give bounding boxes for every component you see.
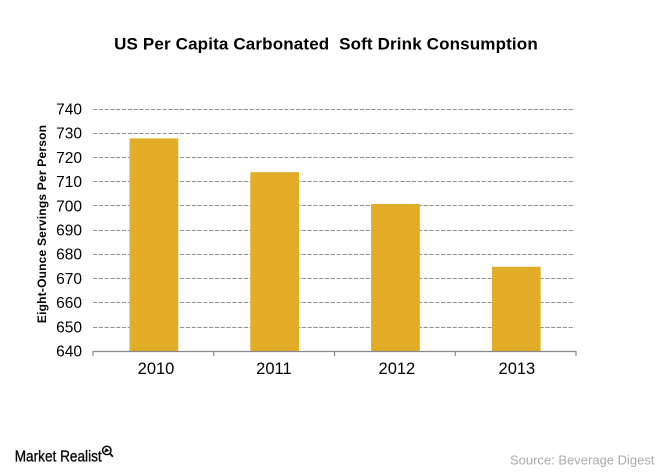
svg-text:2013: 2013 [499,360,536,378]
svg-text:640: 640 [56,344,82,361]
svg-text:680: 680 [56,247,82,264]
svg-text:US Per Capita Carbonated Soft: US Per Capita Carbonated Soft Drink Cons… [114,35,538,54]
svg-text:Source: Beverage Digest: Source: Beverage Digest [510,452,655,467]
svg-text:Eight-Ounce Servings Per Perso: Eight-Ounce Servings Per Person [35,125,49,323]
svg-text:2012: 2012 [379,360,416,378]
svg-text:720: 720 [56,150,82,167]
svg-text:660: 660 [56,295,82,312]
svg-text:Market Realist: Market Realist [15,449,102,466]
svg-text:2011: 2011 [256,360,291,378]
svg-text:650: 650 [56,319,82,336]
svg-text:2010: 2010 [138,360,175,378]
svg-text:730: 730 [56,126,82,143]
svg-text:740: 740 [56,102,82,119]
svg-text:690: 690 [56,223,82,240]
svg-text:670: 670 [56,271,82,288]
svg-text:700: 700 [56,198,82,215]
svg-text:710: 710 [56,174,82,191]
